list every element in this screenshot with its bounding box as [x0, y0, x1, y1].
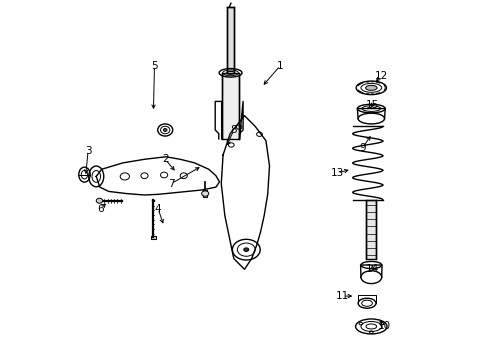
Text: 12: 12	[374, 71, 387, 81]
Bar	[227, 7, 233, 73]
Text: 2: 2	[162, 154, 168, 164]
Ellipse shape	[365, 85, 376, 90]
Text: 15: 15	[365, 100, 378, 110]
Polygon shape	[96, 157, 219, 195]
Bar	[366, 200, 376, 258]
Text: 3: 3	[84, 147, 91, 157]
Text: 14: 14	[365, 264, 378, 274]
Text: 1: 1	[276, 61, 283, 71]
Text: 11: 11	[335, 291, 348, 301]
Polygon shape	[221, 116, 269, 269]
Ellipse shape	[201, 191, 208, 196]
Bar	[221, 73, 239, 139]
Text: 10: 10	[377, 321, 390, 332]
Text: 6: 6	[98, 203, 104, 213]
Text: 9: 9	[358, 143, 365, 153]
Polygon shape	[150, 237, 155, 239]
Text: 8: 8	[230, 125, 237, 135]
Ellipse shape	[96, 198, 102, 203]
Text: 4: 4	[154, 203, 161, 213]
Ellipse shape	[163, 129, 166, 131]
Text: 13: 13	[330, 168, 343, 178]
Text: 5: 5	[151, 61, 158, 71]
Text: 7: 7	[167, 179, 174, 189]
Ellipse shape	[244, 248, 248, 251]
